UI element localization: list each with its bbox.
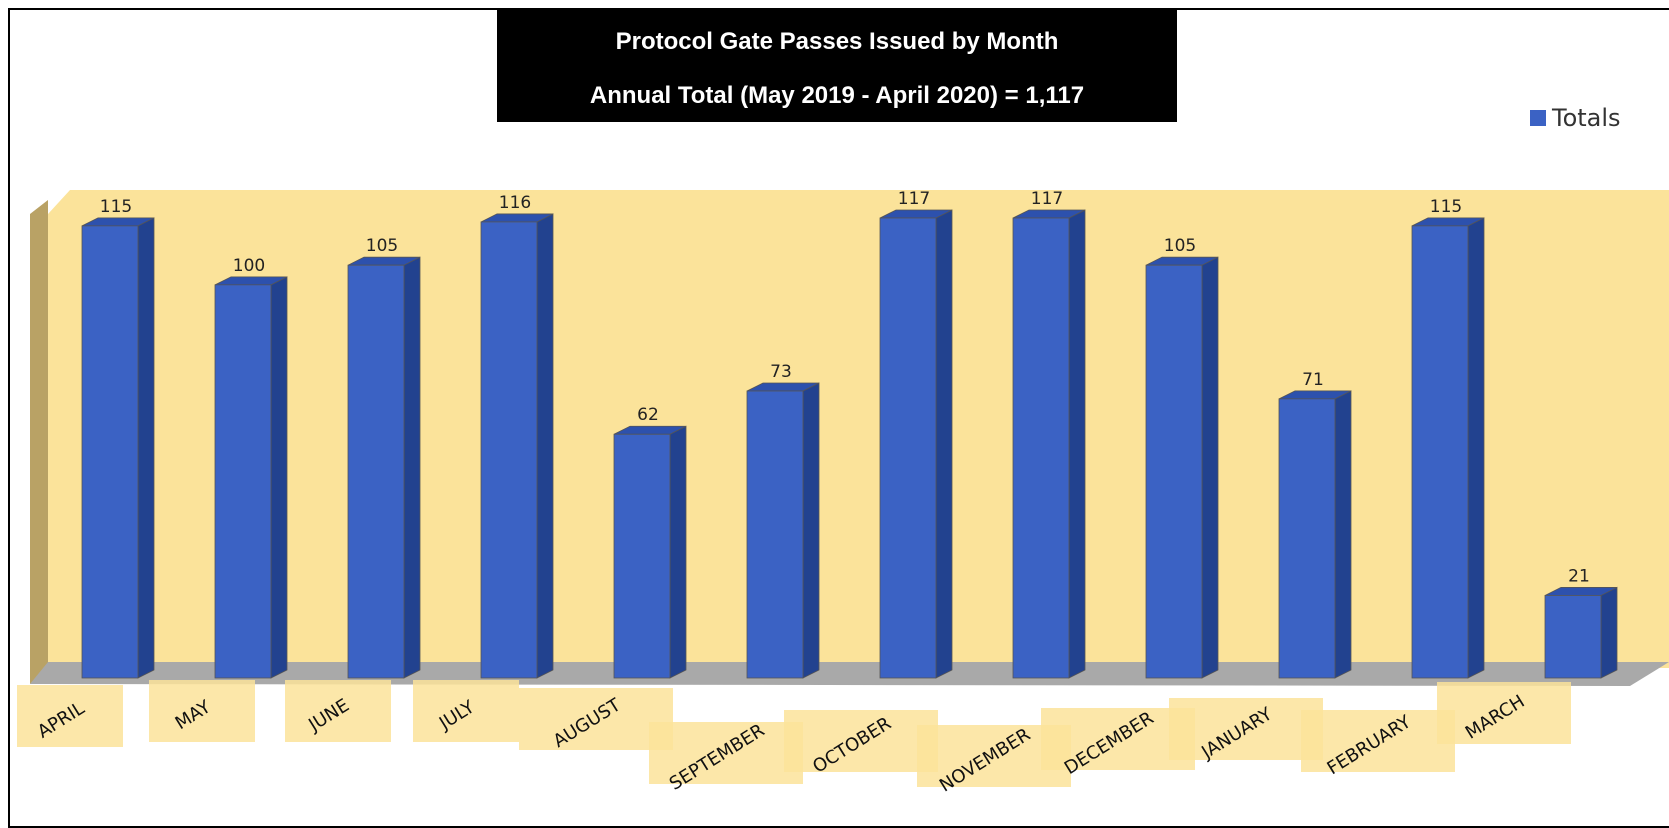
bar-october bbox=[879, 209, 953, 679]
bar-february bbox=[1411, 217, 1485, 679]
value-label: 73 bbox=[770, 362, 792, 382]
value-label: 115 bbox=[1430, 197, 1462, 217]
value-label: 105 bbox=[366, 236, 398, 256]
legend-label: Totals bbox=[1551, 104, 1621, 132]
bar-front bbox=[81, 225, 139, 679]
bar-side bbox=[536, 213, 554, 679]
value-label: 117 bbox=[1031, 189, 1063, 209]
category-label-bg bbox=[1437, 682, 1571, 744]
category-label-bg bbox=[149, 680, 255, 742]
bar-front bbox=[1145, 264, 1203, 679]
category-label-bg bbox=[649, 722, 803, 784]
bar-june bbox=[347, 256, 421, 679]
bar-side bbox=[1334, 390, 1352, 679]
bar-front bbox=[1278, 398, 1336, 679]
bar-front bbox=[214, 284, 272, 679]
category-label-bg bbox=[1169, 698, 1323, 760]
category-label-april: APRIL bbox=[17, 685, 123, 747]
bar-front bbox=[879, 217, 937, 679]
bar-side bbox=[1467, 217, 1485, 679]
chart-title-box: Protocol Gate Passes Issued by Month Ann… bbox=[497, 10, 1177, 122]
value-label: 117 bbox=[898, 189, 930, 209]
chart-title: Protocol Gate Passes Issued by Month bbox=[615, 28, 1059, 55]
value-label: 71 bbox=[1302, 370, 1324, 390]
category-label-october: OCTOBER bbox=[784, 710, 938, 778]
bar-side bbox=[270, 276, 288, 679]
value-labels-group: 115 100 105 116 62 73 117 117 105 71 115 21 bbox=[100, 189, 1590, 586]
bar-front bbox=[1544, 595, 1602, 679]
bar-january bbox=[1278, 390, 1352, 679]
chart-side-wall bbox=[30, 200, 48, 684]
bar-april bbox=[81, 217, 155, 679]
category-label-bg bbox=[17, 685, 123, 747]
category-label-bg bbox=[519, 688, 673, 750]
bar-side bbox=[935, 209, 953, 679]
bar-front bbox=[480, 221, 538, 679]
bar-august bbox=[613, 425, 687, 679]
category-label-august: AUGUST bbox=[519, 688, 673, 752]
bar-chart: 115 100 105 116 62 73 117 117 105 71 115 21 APRIL MA… bbox=[17, 104, 1669, 796]
bar-side bbox=[669, 425, 687, 679]
bar-front bbox=[1411, 225, 1469, 679]
bar-side bbox=[1201, 256, 1219, 679]
bars-group bbox=[81, 209, 1618, 679]
bar-march bbox=[1544, 586, 1618, 679]
category-label-september: SEPTEMBER bbox=[649, 720, 803, 795]
bar-side bbox=[1600, 586, 1618, 679]
category-label-february: FEBRUARY bbox=[1301, 710, 1455, 779]
value-label: 21 bbox=[1568, 566, 1590, 586]
category-label-bg bbox=[285, 680, 391, 742]
category-label-may: MAY bbox=[149, 680, 255, 742]
bar-side bbox=[1068, 209, 1086, 679]
bar-side bbox=[802, 382, 820, 679]
value-label: 115 bbox=[100, 197, 132, 217]
category-label-june: JUNE bbox=[285, 680, 391, 742]
chart-subtitle: Annual Total (May 2019 - April 2020) = 1… bbox=[589, 82, 1085, 109]
value-label: 62 bbox=[637, 405, 659, 425]
category-label-bg bbox=[413, 680, 519, 742]
category-labels-group: APRIL MAY JUNE JULY AUGUST SEPTEMBER OCTOBER NO… bbox=[17, 680, 1571, 796]
legend: Totals bbox=[1530, 104, 1621, 132]
category-label-bg bbox=[1301, 710, 1455, 772]
bar-front bbox=[613, 433, 671, 679]
value-label: 105 bbox=[1164, 236, 1196, 256]
category-label-march: MARCH bbox=[1437, 682, 1571, 744]
bar-september bbox=[746, 382, 820, 679]
category-label-january: JANUARY bbox=[1169, 698, 1323, 764]
bar-november bbox=[1012, 209, 1086, 679]
bar-december bbox=[1145, 256, 1219, 679]
chart-back-wall bbox=[48, 190, 1669, 668]
category-label-july: JULY bbox=[413, 680, 519, 742]
value-label: 100 bbox=[233, 256, 265, 276]
bar-july bbox=[480, 213, 554, 679]
bar-front bbox=[746, 390, 804, 679]
legend-swatch bbox=[1530, 110, 1546, 126]
bar-front bbox=[1012, 217, 1070, 679]
bar-front bbox=[347, 264, 405, 679]
bar-may bbox=[214, 276, 288, 679]
bar-side bbox=[403, 256, 421, 679]
value-label: 116 bbox=[499, 193, 531, 213]
bar-side bbox=[137, 217, 155, 679]
category-label-bg bbox=[784, 710, 938, 772]
